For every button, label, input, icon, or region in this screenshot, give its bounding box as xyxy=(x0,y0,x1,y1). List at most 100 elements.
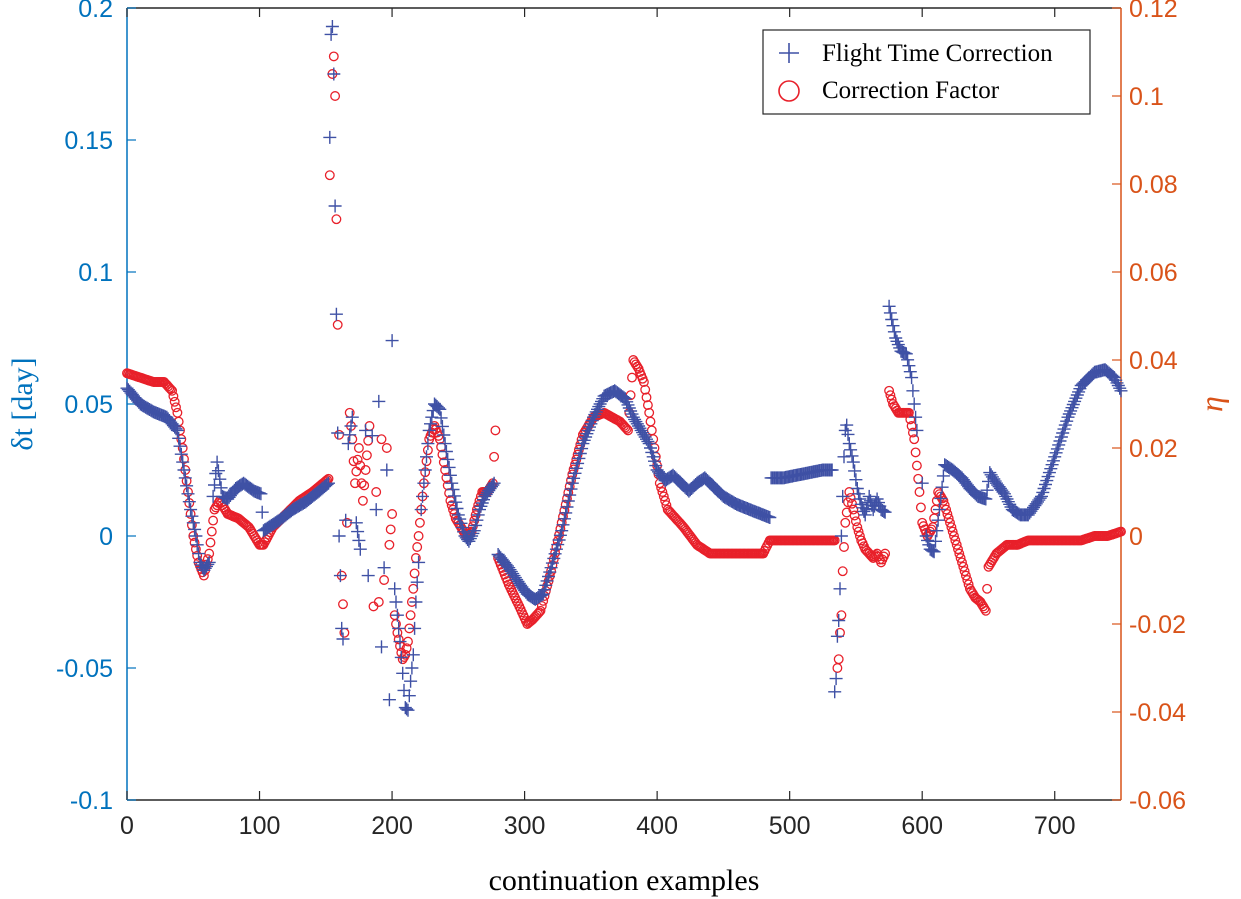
correction-factor-point xyxy=(953,544,963,555)
correction-factor-point xyxy=(945,517,955,528)
flight-time-correction-point xyxy=(834,529,848,543)
correction-factor-point xyxy=(363,435,374,446)
flight-time-correction-point xyxy=(185,509,199,523)
correction-factor-point xyxy=(949,531,959,541)
legend-label-flight-time-correction: Flight Time Correction xyxy=(822,40,1053,67)
flight-time-correction-point xyxy=(402,689,416,703)
flight-time-correction-point xyxy=(1107,371,1121,385)
flight-time-correction-point xyxy=(997,487,1011,501)
flight-time-correction-point xyxy=(1109,373,1123,387)
flight-time-correction-point xyxy=(467,524,481,538)
correction-factor-point xyxy=(334,429,345,440)
correction-factor-point xyxy=(387,509,398,519)
correction-factor-point xyxy=(332,319,343,330)
legend-label-correction-factor: Correction Factor xyxy=(822,77,1000,104)
flight-time-correction-point xyxy=(833,582,847,596)
flight-time-correction-point xyxy=(369,503,383,517)
flight-time-correction-point xyxy=(885,313,899,326)
flight-time-correction-point xyxy=(172,431,186,445)
flight-time-correction-point xyxy=(585,414,599,427)
correction-factor-point xyxy=(536,600,547,611)
correction-factor-point xyxy=(171,402,181,413)
correction-factor-point xyxy=(414,517,425,528)
correction-factor-point xyxy=(352,454,363,465)
x-tick-label: 300 xyxy=(504,812,546,840)
correction-factor-point xyxy=(958,561,969,572)
flight-time-correction-point xyxy=(410,575,424,589)
correction-factor-point xyxy=(845,492,856,503)
correction-factor-point xyxy=(926,524,937,535)
flight-time-correction-point xyxy=(584,417,598,431)
flight-time-correction-point xyxy=(475,496,489,510)
flight-time-correction-point xyxy=(430,400,444,414)
correction-factor-point xyxy=(208,515,219,526)
correction-factor-point xyxy=(373,597,384,607)
flight-time-correction-point xyxy=(846,455,860,469)
flight-time-correction-point xyxy=(487,476,501,490)
flight-time-correction-point xyxy=(905,371,919,385)
correction-factor-point xyxy=(938,495,949,506)
flight-time-correction-point xyxy=(621,398,635,412)
correction-factor-point xyxy=(259,537,270,548)
flight-time-correction-point xyxy=(902,359,916,373)
flight-time-correction-point xyxy=(999,489,1013,503)
legend-box xyxy=(762,29,1091,115)
flight-time-correction-point xyxy=(1068,394,1082,408)
x-tick-label: 400 xyxy=(636,812,678,840)
left-y-axis-label: δt [day] xyxy=(6,357,39,450)
flight-time-correction-point xyxy=(618,392,632,406)
correction-factor-point xyxy=(409,568,420,579)
correction-factor-point xyxy=(833,654,844,665)
flight-time-correction-point xyxy=(1000,492,1014,506)
correction-factor-point xyxy=(886,394,897,405)
flight-time-correction-point xyxy=(405,661,419,675)
flight-time-correction-point xyxy=(829,672,843,686)
flight-time-correction-point xyxy=(343,428,357,442)
flight-time-correction-point xyxy=(624,404,638,418)
flight-time-correction-point xyxy=(564,482,578,496)
flight-time-correction-point xyxy=(442,460,456,474)
correction-factor-point xyxy=(660,495,671,506)
correction-factor-point xyxy=(393,634,404,645)
flight-time-correction-point xyxy=(901,353,915,367)
correction-factor-point xyxy=(829,535,840,546)
flight-time-correction-point xyxy=(1066,398,1080,411)
flight-time-correction-point xyxy=(333,569,347,583)
correction-factor-point xyxy=(350,478,360,489)
flight-time-correction-point xyxy=(385,334,399,348)
flight-time-correction-point xyxy=(853,492,867,506)
flight-time-correction-point xyxy=(208,478,221,492)
flight-time-correction-point xyxy=(877,504,891,518)
correction-factor-point xyxy=(962,575,973,585)
flight-time-correction-point xyxy=(181,487,195,501)
flight-time-correction-point xyxy=(434,411,448,425)
flight-time-correction-point xyxy=(349,516,363,530)
flight-time-correction-point xyxy=(980,483,994,497)
flight-time-correction-point xyxy=(579,430,593,444)
flight-time-correction-point xyxy=(473,503,486,517)
flight-time-correction-point xyxy=(486,478,500,492)
right-y-tick-label: 0.06 xyxy=(1129,259,1178,287)
correction-factor-point xyxy=(963,579,974,590)
correction-factor-point xyxy=(353,443,364,453)
correction-factor-point xyxy=(621,423,632,434)
flight-time-correction-point xyxy=(882,299,896,313)
flight-time-correction-point xyxy=(416,489,429,503)
correction-factor-point xyxy=(954,548,965,559)
flight-time-correction-point xyxy=(535,588,549,602)
flight-time-correction-point xyxy=(927,545,941,559)
flight-time-correction-point xyxy=(910,423,924,437)
correction-factor-point xyxy=(338,599,348,610)
correction-factor-point xyxy=(849,510,860,521)
flight-time-correction-point xyxy=(437,428,451,442)
flight-time-correction-point xyxy=(591,402,604,416)
flight-time-correction-point xyxy=(466,526,480,540)
flight-time-correction-point xyxy=(883,306,897,320)
correction-factor-point xyxy=(381,443,392,453)
flight-time-correction-point xyxy=(202,555,216,569)
correction-factor-point xyxy=(840,517,851,528)
flight-time-correction-point xyxy=(170,423,184,437)
flight-time-correction-point xyxy=(201,557,215,571)
flight-time-correction-point xyxy=(192,547,206,561)
flight-time-correction-point xyxy=(432,401,445,415)
